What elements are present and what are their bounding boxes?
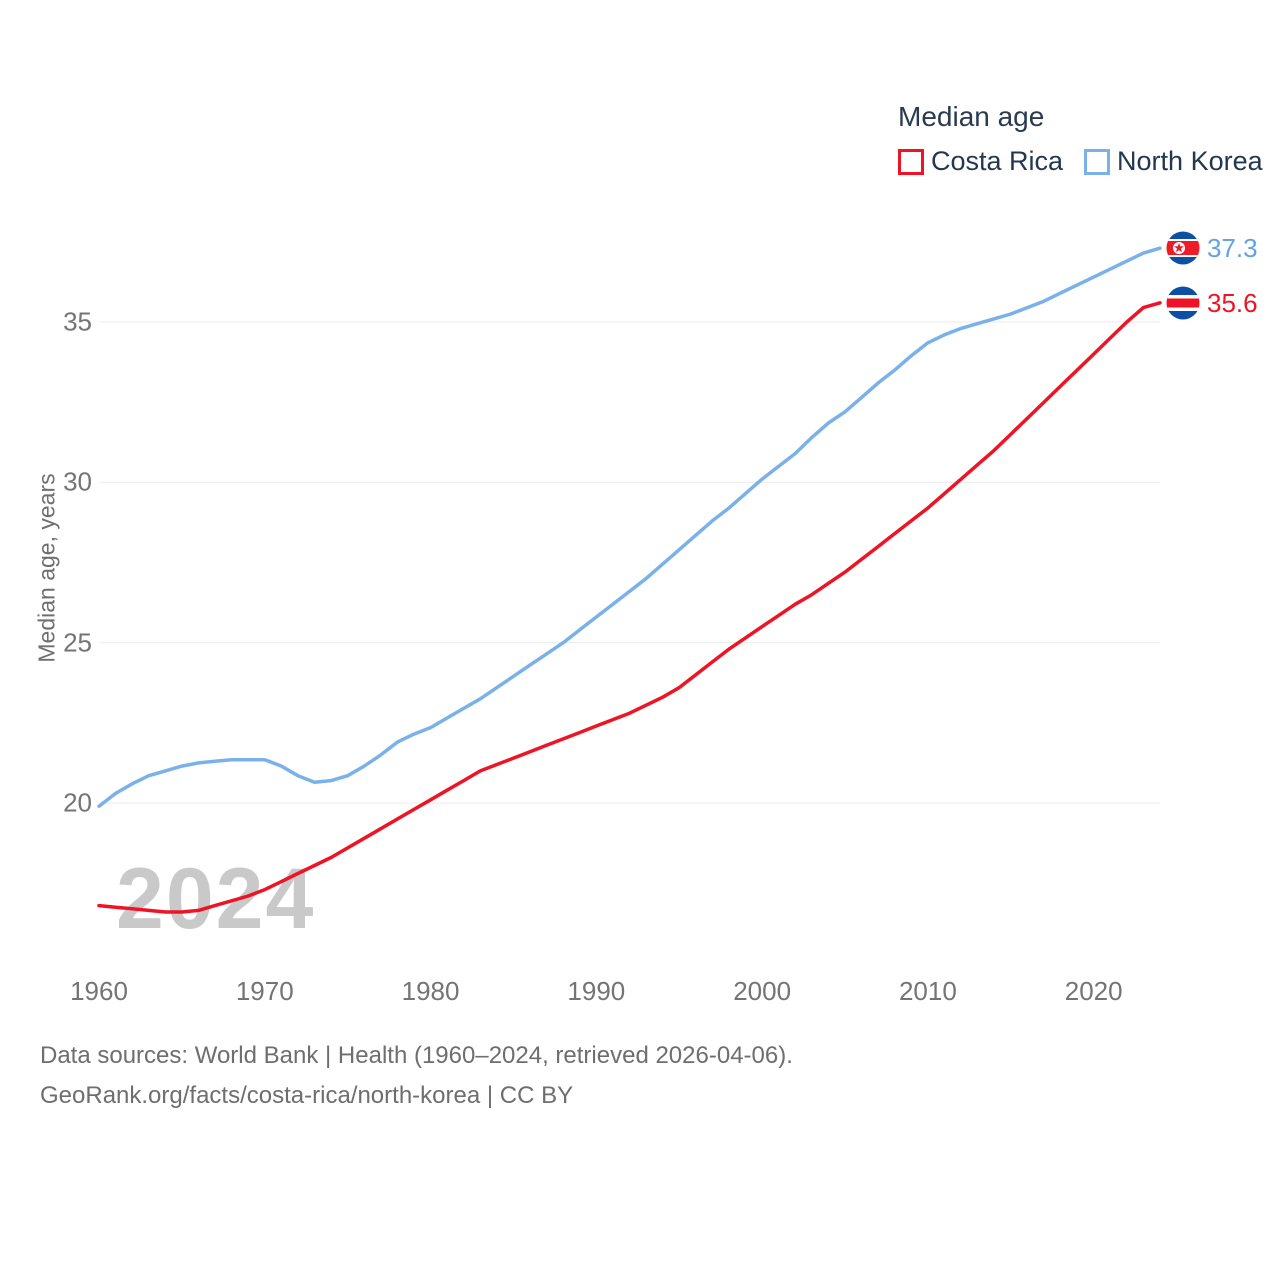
x-tick-label: 2020 <box>1064 976 1123 1006</box>
north-korea-swatch-icon <box>1084 148 1111 175</box>
series-line-north-korea <box>97 246 1162 808</box>
end-label-costa-rica: 35.6 <box>1166 286 1258 320</box>
chart-legend: Median age Costa Rica North Korea <box>898 101 1263 177</box>
footer: Data sources: World Bank | Health (1960–… <box>40 1036 793 1116</box>
legend-label: Costa Rica <box>931 146 1064 176</box>
series-line-costa-rica <box>97 301 1162 914</box>
legend-title: Median age <box>898 101 1045 132</box>
costa-rica-swatch-icon <box>898 148 924 175</box>
x-tick-label: 1970 <box>235 976 294 1006</box>
legend-label: North Korea <box>1117 146 1263 176</box>
north-korea-flag-icon <box>1166 231 1200 265</box>
y-tick-label: 25 <box>63 627 92 658</box>
x-tick-label: 1990 <box>567 976 626 1006</box>
source-url-text[interactable]: GeoRank.org/facts/costa-rica/north-korea… <box>40 1082 574 1109</box>
x-tick-label: 1980 <box>401 976 460 1006</box>
costa-rica-flag-icon <box>1166 286 1200 320</box>
x-tick-label: 2010 <box>898 976 957 1006</box>
end-value-north-korea: 37.3 <box>1207 233 1258 263</box>
data-sources-text: Data sources: World Bank | Health (1960–… <box>40 1042 793 1069</box>
legend-row: Costa Rica North Korea <box>898 146 1263 177</box>
end-value-costa-rica: 35.6 <box>1207 288 1258 318</box>
x-tick-label: 2000 <box>733 976 792 1006</box>
legend-item-costa-rica[interactable]: Costa Rica <box>898 146 1063 177</box>
end-label-north-korea: 37.3 <box>1166 231 1258 265</box>
y-tick-label: 20 <box>63 787 92 818</box>
watermark-year: 2024 <box>116 851 316 947</box>
x-tick-label: 1960 <box>70 976 128 1006</box>
legend-item-north-korea[interactable]: North Korea <box>1084 146 1263 177</box>
y-tick-label: 35 <box>63 306 92 337</box>
y-tick-label: 30 <box>63 466 92 497</box>
